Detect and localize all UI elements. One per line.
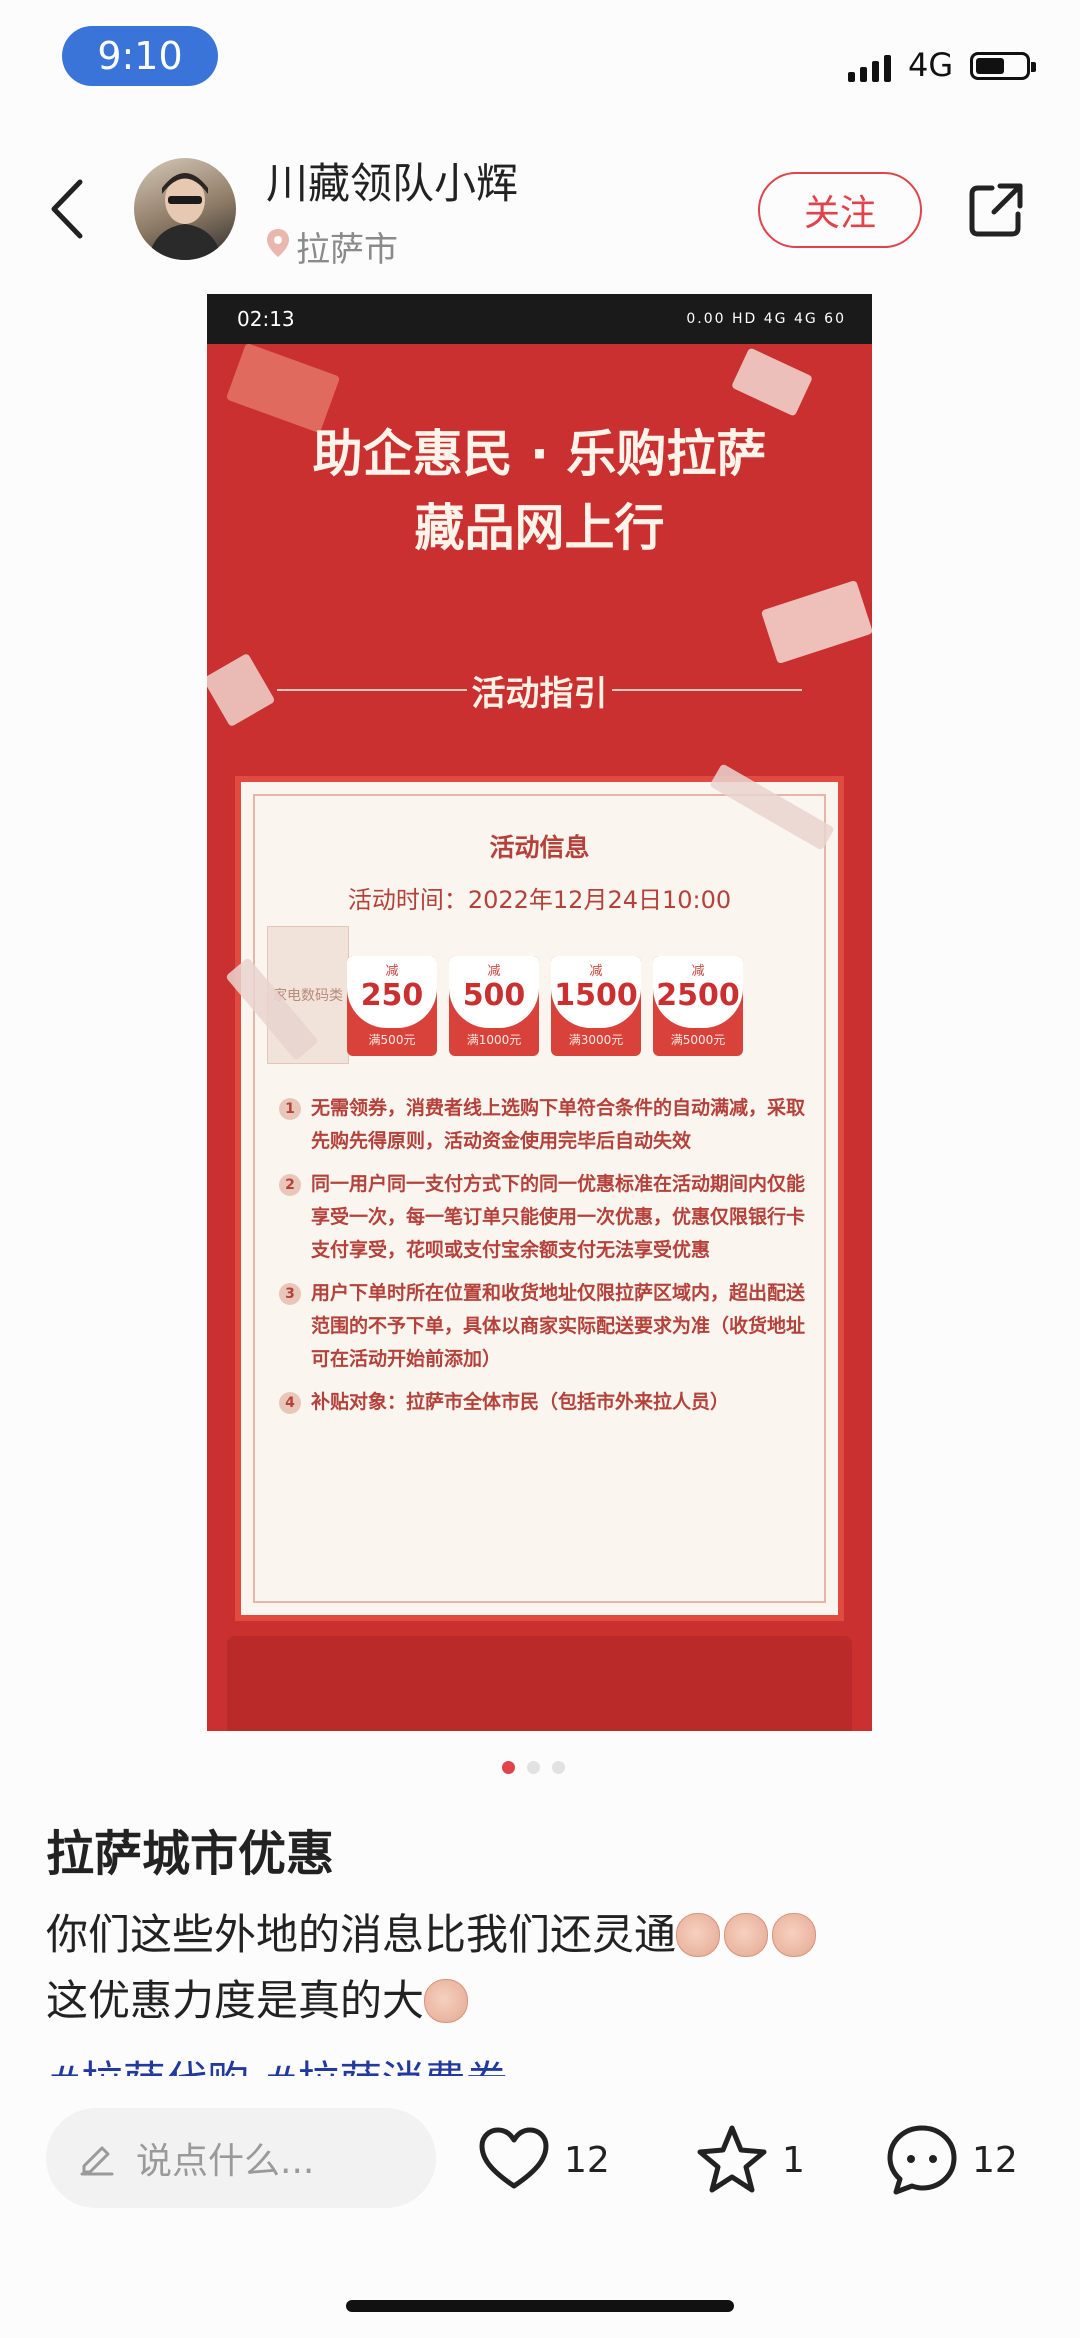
- rule-text: 无需领券，消费者线上选购下单符合条件的自动满减，采取先购先得原则，活动资金使用完…: [311, 1097, 806, 1152]
- rule-number: 2: [279, 1174, 301, 1196]
- location-text: 拉萨市: [296, 230, 398, 270]
- coupon-threshold: 满500元: [368, 1033, 416, 1047]
- coupon: 减 1500 满3000元: [551, 956, 641, 1056]
- poster-title-line1: 助企惠民 · 乐购拉萨: [312, 425, 767, 483]
- carousel-dot[interactable]: [552, 1761, 565, 1774]
- coupon-amount: 500: [462, 978, 526, 1013]
- divider: [277, 689, 467, 691]
- comment-input[interactable]: 说点什么...: [46, 2108, 436, 2208]
- divider: [612, 689, 802, 691]
- post-line-1: 你们这些外地的消息比我们还灵通: [46, 1910, 677, 1959]
- pencil-icon: [76, 2136, 116, 2180]
- coupon: 减 250 满500元: [347, 956, 437, 1056]
- decorative-ticket: [730, 347, 814, 417]
- rule-number: 4: [279, 1392, 301, 1414]
- coupon-amount: 2500: [656, 978, 740, 1013]
- hashtags[interactable]: #拉萨代购 #拉萨消费券: [46, 2048, 508, 2076]
- poster-phone-status: 0.00 HD 4G 4G 60: [686, 311, 846, 327]
- activity-info-title: 活动信息: [489, 833, 590, 862]
- carousel-dot-active[interactable]: [502, 1761, 515, 1774]
- coupon-label: 减: [487, 964, 501, 979]
- rule-item: 2 同一用户同一支付方式下的同一优惠标准在活动期间内仅能享受一次，每一笔订单只能使…: [279, 1168, 809, 1267]
- rule-text: 同一用户同一支付方式下的同一优惠标准在活动期间内仅能享受一次，每一笔订单只能使用…: [311, 1173, 806, 1261]
- carousel-dot[interactable]: [527, 1761, 540, 1774]
- poster-title-line2: 藏品网上行: [414, 499, 665, 557]
- carousel-dots[interactable]: [502, 1761, 565, 1774]
- coupon: 减 500 满1000元: [449, 956, 539, 1056]
- comment-bubble-icon: [884, 2122, 960, 2198]
- coupon-label: 减: [385, 964, 399, 979]
- home-indicator[interactable]: [346, 2300, 734, 2312]
- network-type: 4G: [908, 46, 954, 84]
- poster-bottom-panel: [227, 1636, 852, 1731]
- status-time: 9:10: [62, 26, 218, 86]
- star-button[interactable]: 1: [694, 2122, 805, 2198]
- poster-phone-time: 02:13: [237, 307, 295, 331]
- emoji-icon: [772, 1913, 817, 1957]
- follow-button[interactable]: 关注: [758, 172, 922, 248]
- coupon-label: 减: [589, 964, 603, 979]
- activity-info-card: 活动信息 活动时间：2022年12月24日10:00 家电数码类 减 250 满…: [235, 776, 844, 1621]
- poster-phone-status-bar: 02:13 0.00 HD 4G 4G 60: [207, 294, 872, 344]
- post-body: 你们这些外地的消息比我们还灵通 这优惠力度是真的大: [46, 1902, 1036, 2034]
- rule-number: 1: [279, 1098, 301, 1120]
- like-count: 12: [564, 2139, 610, 2181]
- poster-guide-title: 活动指引: [471, 674, 608, 714]
- location-pin-icon: [266, 227, 290, 267]
- coupon-threshold: 满1000元: [466, 1033, 522, 1047]
- coupon-threshold: 满3000元: [568, 1033, 624, 1047]
- emoji-icon: [676, 1913, 721, 1957]
- rule-number: 3: [279, 1283, 301, 1305]
- avatar[interactable]: [134, 158, 236, 260]
- back-icon[interactable]: [44, 176, 94, 242]
- like-button[interactable]: 12: [476, 2122, 610, 2198]
- star-count: 1: [782, 2139, 805, 2181]
- rule-text: 补贴对象：拉萨市全体市民（包括市外来拉人员）: [311, 1391, 730, 1413]
- rule-text: 用户下单时所在位置和收货地址仅限拉萨区域内，超出配送范围的不予下单，具体以商家实…: [311, 1282, 806, 1370]
- bottom-action-bar: 说点什么... 12 1 12: [0, 2078, 1080, 2338]
- comment-placeholder: 说点什么...: [136, 2141, 315, 2182]
- emoji-icon: [724, 1913, 769, 1957]
- rule-item: 3 用户下单时所在位置和收货地址仅限拉萨区域内，超出配送范围的不予下单，具体以商家…: [279, 1277, 809, 1376]
- rule-item: 1 无需领券，消费者线上选购下单符合条件的自动满减，采取先购先得原则，活动资金使用…: [279, 1092, 809, 1158]
- share-icon[interactable]: [966, 180, 1026, 240]
- decorative-ticket: [760, 579, 872, 665]
- coupon-amount: 250: [360, 978, 424, 1013]
- coupon-list: 减 250 满500元 减 500 满1000元 减 1500 满3000元 减…: [347, 926, 743, 1062]
- activity-time: 活动时间：2022年12月24日10:00: [347, 886, 732, 914]
- coupon-label: 减: [691, 964, 705, 979]
- star-icon: [694, 2122, 770, 2198]
- comment-button[interactable]: 12: [884, 2122, 1018, 2198]
- username[interactable]: 川藏领队小辉: [266, 159, 519, 208]
- signal-icon: [848, 52, 896, 82]
- post-image[interactable]: 02:13 0.00 HD 4G 4G 60 助企惠民 · 乐购拉萨 藏品网上行…: [207, 294, 872, 1731]
- battery-icon: [970, 52, 1036, 80]
- comment-count: 12: [972, 2139, 1018, 2181]
- rule-item: 4 补贴对象：拉萨市全体市民（包括市外来拉人员）: [279, 1386, 809, 1419]
- post-line-2: 这优惠力度是真的大: [46, 1976, 425, 2025]
- emoji-icon: [424, 1979, 469, 2023]
- location: 拉萨市: [266, 222, 398, 271]
- coupon-amount: 1500: [554, 978, 638, 1013]
- coupon-threshold: 满5000元: [670, 1033, 726, 1047]
- rules-list: 1 无需领券，消费者线上选购下单符合条件的自动满减，采取先购先得原则，活动资金使用…: [279, 1092, 809, 1429]
- post-title: 拉萨城市优惠: [46, 1826, 335, 1882]
- coupon: 减 2500 满5000元: [653, 956, 743, 1056]
- heart-icon: [476, 2122, 552, 2198]
